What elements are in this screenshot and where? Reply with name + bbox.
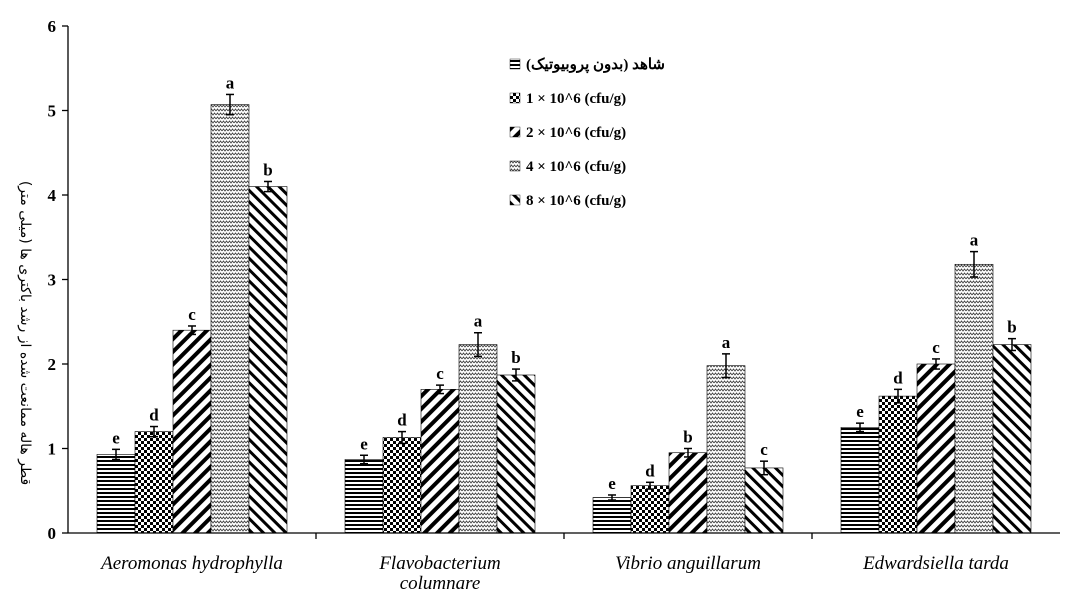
x-category-label: Edwardsiella tarda [862, 553, 1009, 574]
bar [954, 263, 994, 534]
legend-label: شاهد (بدون پروبیوتیک) [526, 57, 665, 74]
legend-swatch [509, 126, 521, 138]
x-category-label: Aeromonas hydrophylla [99, 553, 283, 574]
significance-letter: e [360, 434, 368, 453]
bar [496, 374, 536, 534]
bar [248, 186, 288, 534]
x-axis: Aeromonas hydrophylla Flavobacterium colum… [68, 532, 1060, 594]
significance-letter: a [970, 231, 979, 250]
y-axis: 0 1 2 3 4 5 6 [48, 17, 69, 543]
significance-letter: d [645, 461, 655, 480]
legend-label: 2 × 10^6 (cfu/g) [526, 125, 626, 141]
bar [382, 437, 422, 534]
bar [96, 454, 136, 534]
legend-label: 4 × 10^6 (cfu/g) [526, 159, 626, 175]
legend-label: 1 × 10^6 (cfu/g) [526, 91, 626, 107]
significance-letter: d [397, 411, 407, 430]
y-tick-label: 1 [48, 440, 57, 459]
bar [134, 431, 174, 534]
bar [210, 104, 250, 534]
significance-letter: d [893, 368, 903, 387]
y-tick-label: 6 [48, 17, 57, 36]
bar [344, 459, 384, 534]
legend-swatch [509, 58, 521, 70]
significance-letter: a [474, 312, 483, 331]
significance-letter: c [932, 338, 940, 357]
x-category-label: Flavobacterium columnare [378, 553, 500, 594]
significance-letter: b [263, 160, 272, 179]
legend-swatch [509, 194, 521, 206]
x-category-label: Vibrio anguillarum [615, 553, 761, 574]
significance-letter: b [1007, 318, 1016, 337]
significance-letter: c [188, 305, 196, 324]
bar [668, 452, 708, 534]
significance-letter: a [226, 73, 235, 92]
significance-letter: e [856, 402, 864, 421]
significance-letter: c [436, 364, 444, 383]
bar [744, 467, 784, 534]
y-tick-label: 2 [48, 355, 57, 374]
significance-letter: b [683, 428, 692, 447]
bar [706, 365, 746, 534]
bar [458, 344, 498, 534]
y-tick-label: 0 [48, 524, 57, 543]
y-tick-label: 3 [48, 271, 57, 290]
bar [878, 395, 918, 534]
legend: شاهد (بدون پروبیوتیک) 1 × 10^6 (cfu/g) 2 ×… [509, 57, 665, 209]
bars: e d c a b e d c a b e d b a c e d c a b [96, 73, 1032, 534]
bar [992, 344, 1032, 534]
significance-letter: a [722, 333, 731, 352]
bar [172, 329, 212, 534]
y-tick-label: 4 [48, 186, 57, 205]
bar [916, 363, 956, 534]
y-axis-label: قطر هاله ممانعت شده از رشد باکتری ها (می… [17, 181, 33, 485]
y-tick-label: 5 [48, 102, 57, 121]
bar [630, 485, 670, 534]
significance-letter: d [149, 406, 159, 425]
significance-letter: c [760, 440, 768, 459]
significance-letter: e [112, 428, 120, 447]
bar [592, 497, 632, 534]
significance-letter: e [608, 474, 616, 493]
legend-swatch [509, 160, 521, 172]
legend-swatch [509, 92, 521, 104]
legend-label: 8 × 10^6 (cfu/g) [526, 193, 626, 209]
bar [840, 427, 880, 534]
significance-letter: b [511, 348, 520, 367]
bar [420, 389, 460, 534]
